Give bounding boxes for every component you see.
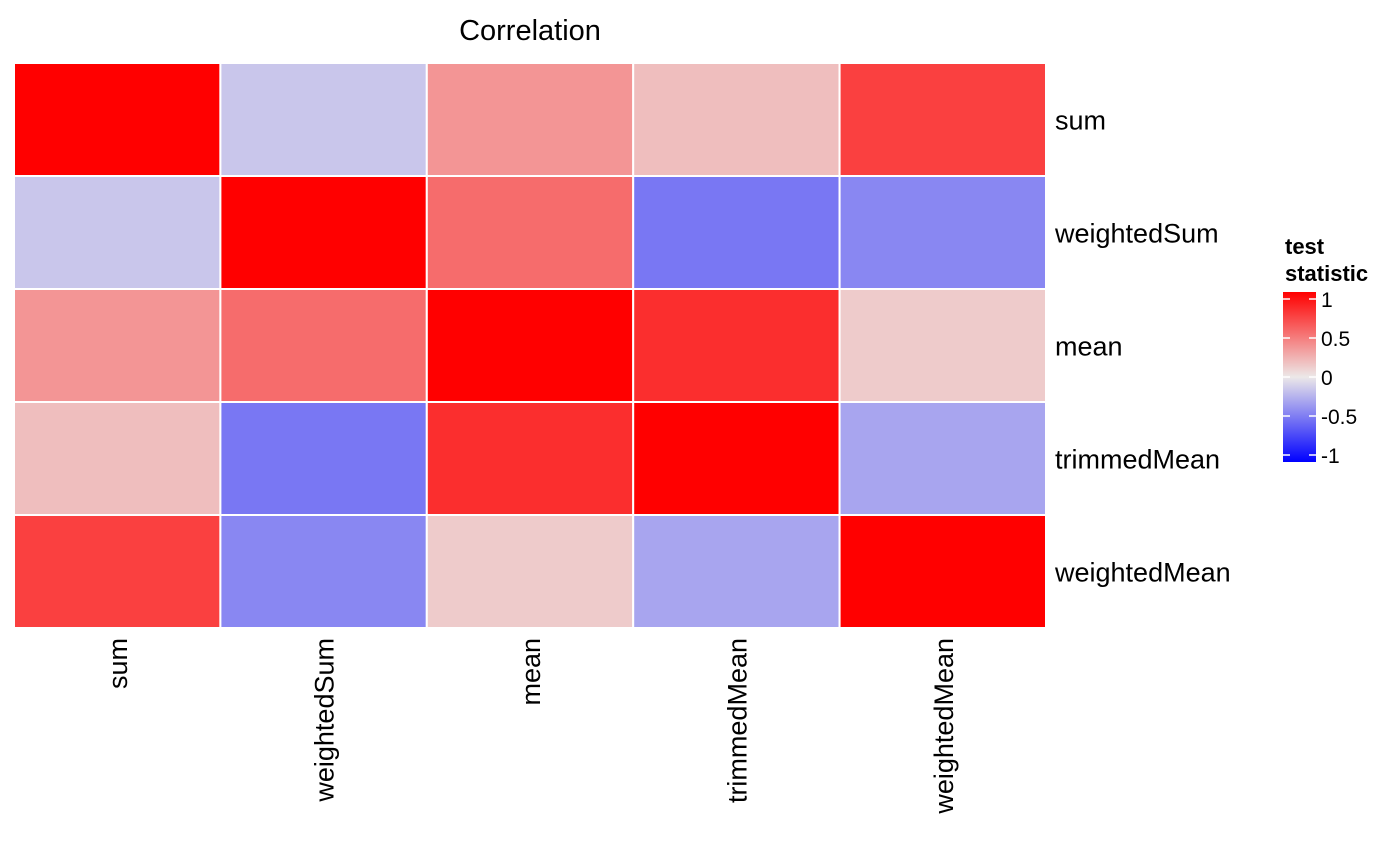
heatmap-cell-trimmedMean-weightedMean xyxy=(838,401,1047,516)
heatmap-cell-weightedMean-trimmedMean xyxy=(632,514,841,629)
heatmap-cell-sum-weightedSum xyxy=(219,62,428,177)
legend-tick-label: 1 xyxy=(1321,289,1333,312)
column-label-mean: mean xyxy=(516,638,546,706)
heatmap-cell-mean-mean xyxy=(425,288,635,403)
row-label-weightedSum: weightedSum xyxy=(1054,219,1219,249)
heatmap-cell-weightedSum-trimmedMean xyxy=(632,175,841,290)
heatmap-cell-mean-weightedSum xyxy=(219,288,428,403)
heatmap-cell-weightedSum-sum xyxy=(13,175,222,290)
heatmap-cell-trimmedMean-mean xyxy=(425,401,635,516)
heatmap-cell-trimmedMean-weightedSum xyxy=(219,401,428,516)
row-label-weightedMean: weightedMean xyxy=(1054,558,1231,588)
column-labels: sum weightedSum mean trimmedMean weightedMea… xyxy=(103,638,959,815)
row-labels: sum weightedSum mean trimmedMean weightedMea… xyxy=(1054,106,1231,588)
column-label-weightedSum: weightedSum xyxy=(310,638,340,803)
heatmap-cell-weightedMean-weightedMean xyxy=(838,514,1047,629)
heatmap-cell-weightedMean-sum xyxy=(13,514,222,629)
heatmap-cell-mean-weightedMean xyxy=(838,288,1047,403)
heatmap-cell-mean-sum xyxy=(13,288,222,403)
row-label-trimmedMean: trimmedMean xyxy=(1055,445,1220,475)
legend-ticks: 1 0.5 0 -0.5 -1 xyxy=(1283,289,1357,468)
legend-title-line-1: test xyxy=(1285,234,1325,259)
legend-tick-label: -1 xyxy=(1321,445,1340,468)
heatmap-cell-weightedSum-mean xyxy=(425,175,635,290)
heatmap-cell-trimmedMean-sum xyxy=(13,401,222,516)
heatmap-cell-weightedSum-weightedMean xyxy=(838,175,1047,290)
legend: test statistic 1 0.5 0 -0.5 -1 xyxy=(1283,234,1368,468)
legend-tick-label: 0 xyxy=(1321,367,1333,390)
heatmap-cell-sum-trimmedMean xyxy=(632,62,841,177)
heatmap-cell-sum-weightedMean xyxy=(838,62,1047,177)
column-label-weightedMean: weightedMean xyxy=(929,638,959,815)
heatmap-cell-weightedMean-mean xyxy=(425,514,635,629)
row-label-sum: sum xyxy=(1055,106,1106,136)
heatmap-cell-sum-mean xyxy=(425,62,635,177)
row-label-mean: mean xyxy=(1055,332,1123,362)
heatmap-cells xyxy=(13,62,1047,629)
heatmap-cell-mean-trimmedMean xyxy=(632,288,841,403)
legend-title-line-2: statistic xyxy=(1285,261,1368,286)
column-label-trimmedMean: trimmedMean xyxy=(722,638,752,803)
heatmap-cell-sum-sum xyxy=(13,62,222,177)
heatmap-cell-weightedMean-weightedSum xyxy=(219,514,428,629)
chart-title: Correlation xyxy=(459,15,601,47)
legend-tick-label: -0.5 xyxy=(1321,406,1357,429)
legend-tick-label: 0.5 xyxy=(1321,328,1350,351)
heatmap-cell-weightedSum-weightedSum xyxy=(219,175,428,290)
column-label-sum: sum xyxy=(103,638,133,689)
heatmap-cell-trimmedMean-trimmedMean xyxy=(632,401,841,516)
